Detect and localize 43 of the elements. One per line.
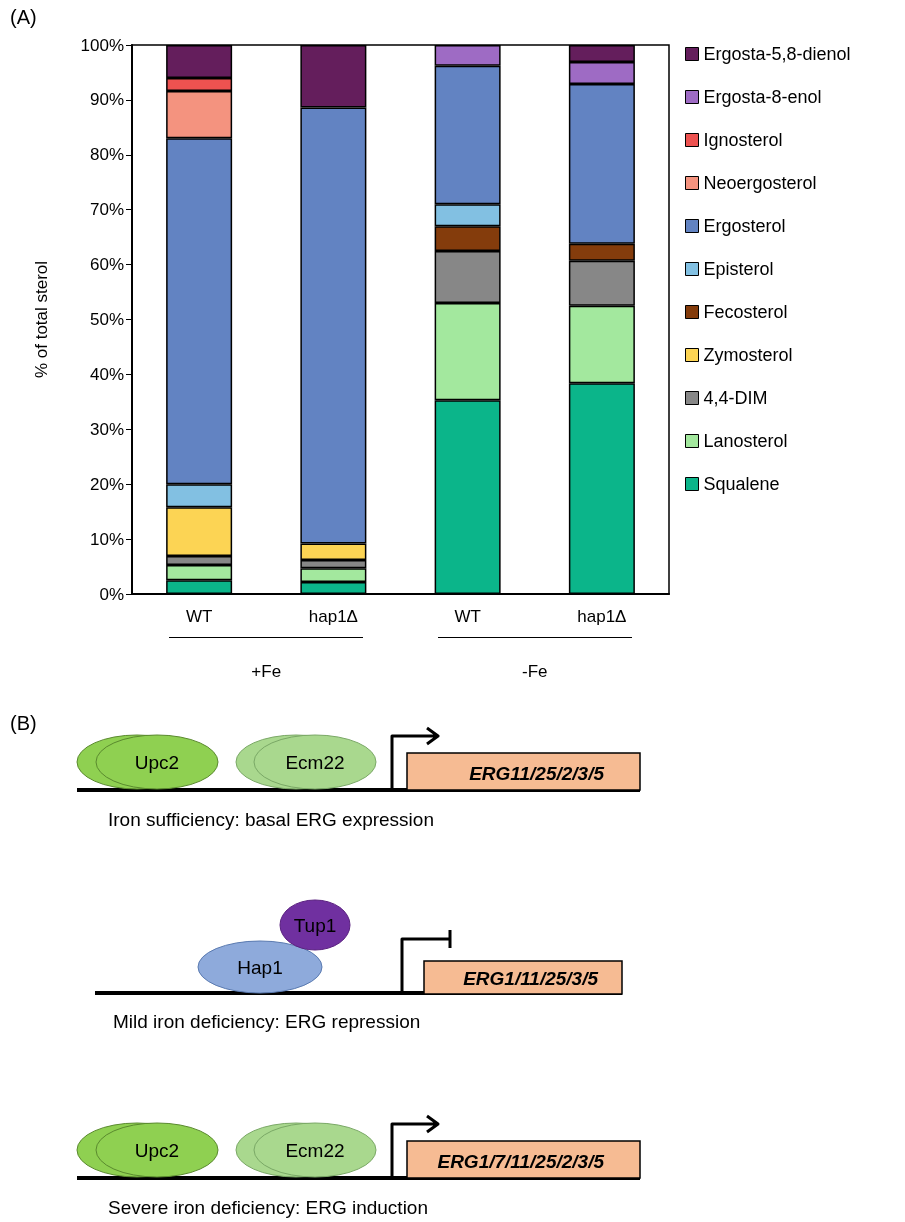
legend-label: Ergosta-5,8-dienol bbox=[703, 44, 851, 64]
text: -Fe bbox=[521, 662, 549, 682]
legend-label: Lanosterol bbox=[703, 431, 788, 451]
text: Iron sufficiency: basal ERG expression bbox=[108, 809, 434, 830]
text: +Fe bbox=[250, 662, 283, 682]
text: Upc2 bbox=[134, 1140, 180, 1161]
y-tick-label: 100% bbox=[80, 35, 124, 55]
y-tick-label: 50% bbox=[89, 310, 124, 329]
text: Hap1 bbox=[237, 957, 283, 978]
legend-label: Fecosterol bbox=[703, 302, 788, 322]
text: Mild iron deficiency: ERG repression bbox=[113, 1011, 421, 1032]
y-tick-label: 70% bbox=[89, 200, 124, 220]
legend-label: Ignosterol bbox=[703, 130, 783, 150]
y-tick-label: 60% bbox=[89, 255, 124, 275]
text: ERG11/25/2/3/5 bbox=[469, 763, 605, 784]
x-tick-label: WT bbox=[454, 607, 481, 626]
x-tick-label: WT bbox=[185, 607, 213, 626]
y-tick-label: 10% bbox=[89, 529, 124, 549]
text: Severe iron deficiency: ERG induction bbox=[108, 1197, 428, 1218]
text: Upc2 bbox=[134, 752, 180, 773]
text: Ecm22 bbox=[285, 1140, 345, 1161]
text: Ecm22 bbox=[285, 752, 345, 773]
x-tick-label: hap1Δ bbox=[308, 607, 358, 626]
legend-label: Zymosterol bbox=[703, 345, 793, 365]
y-tick-label: 0% bbox=[99, 584, 124, 604]
text: ERG1/7/11/25/2/3/5 bbox=[437, 1151, 605, 1172]
y-tick-label: 20% bbox=[89, 474, 124, 494]
y-tick-label: 90% bbox=[89, 90, 124, 110]
y-axis-title: % of total sterol bbox=[32, 260, 51, 379]
legend-label: Ergosta-8-enol bbox=[703, 87, 822, 107]
legend-label: Squalene bbox=[703, 474, 780, 494]
x-tick-label: hap1Δ bbox=[577, 607, 627, 626]
text: (B) bbox=[10, 712, 37, 734]
legend-label: Episterol bbox=[703, 259, 774, 279]
legend-label: 4,4-DIM bbox=[703, 388, 768, 408]
legend-label: Neoergosterol bbox=[703, 173, 817, 193]
y-tick-label: 30% bbox=[89, 419, 124, 439]
y-tick-label: 80% bbox=[89, 145, 124, 165]
text: ERG1/11/25/3/5 bbox=[463, 968, 599, 989]
y-tick-label: 40% bbox=[89, 364, 124, 384]
legend-label: Ergosterol bbox=[703, 216, 786, 236]
text: (A) bbox=[10, 6, 37, 29]
text: Tup1 bbox=[293, 915, 337, 936]
